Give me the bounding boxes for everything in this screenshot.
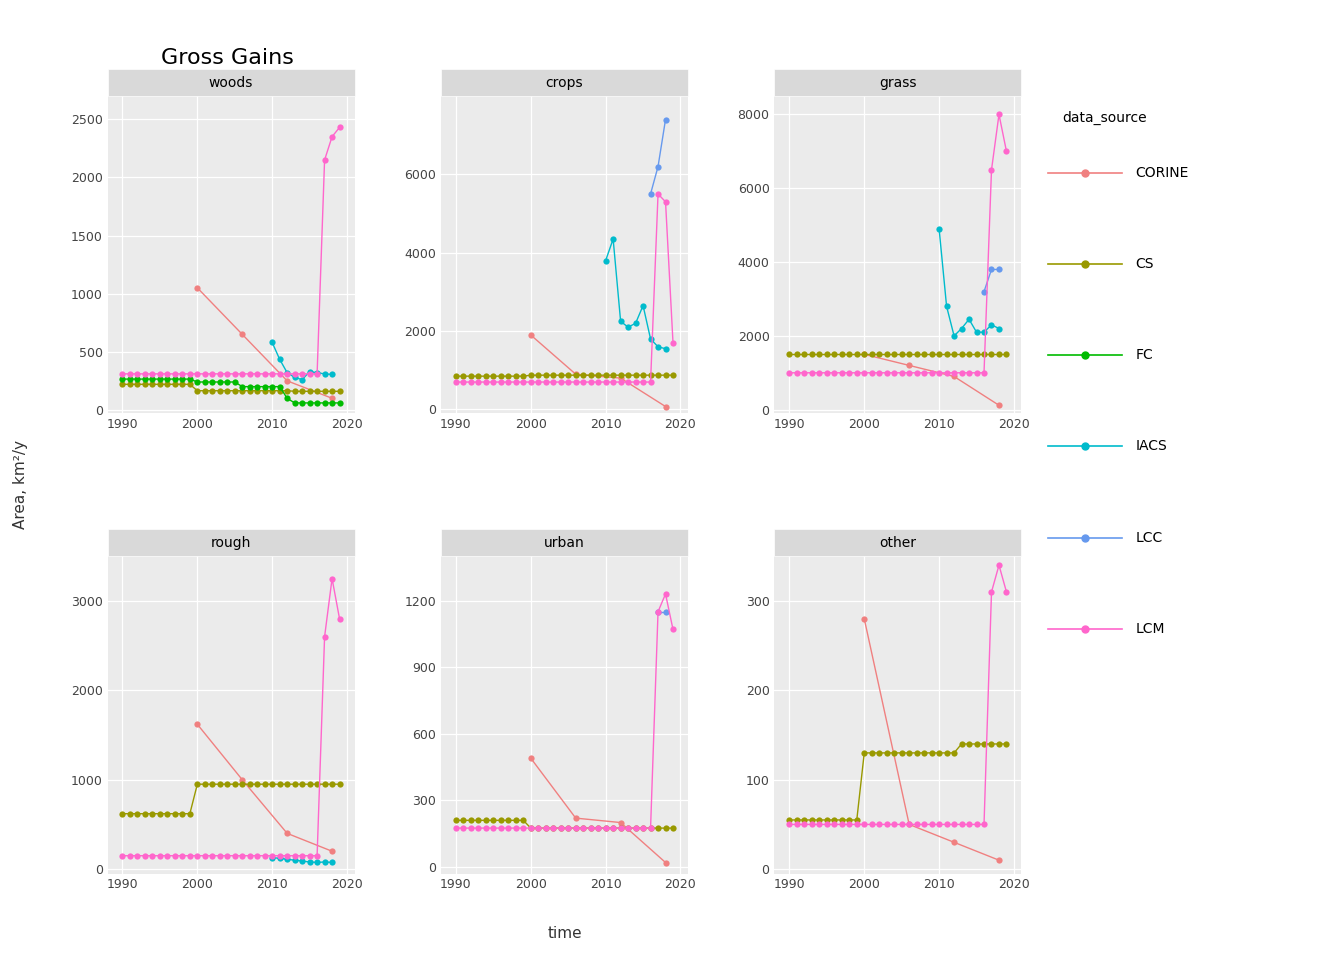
Text: LCC: LCC	[1136, 531, 1163, 544]
Text: data_source: data_source	[1062, 110, 1146, 125]
Text: crops: crops	[546, 76, 583, 89]
Text: grass: grass	[879, 76, 917, 89]
Text: CS: CS	[1136, 257, 1154, 271]
Text: Area, km²/y: Area, km²/y	[12, 441, 28, 529]
Text: woods: woods	[208, 76, 253, 89]
Text: urban: urban	[544, 536, 585, 550]
Text: CORINE: CORINE	[1136, 166, 1189, 180]
Text: IACS: IACS	[1136, 440, 1168, 453]
Text: LCM: LCM	[1136, 622, 1165, 636]
Text: other: other	[879, 536, 917, 550]
Text: rough: rough	[211, 536, 251, 550]
Text: time: time	[547, 925, 582, 941]
Text: FC: FC	[1136, 348, 1153, 362]
Text: Gross Gains: Gross Gains	[161, 48, 294, 68]
